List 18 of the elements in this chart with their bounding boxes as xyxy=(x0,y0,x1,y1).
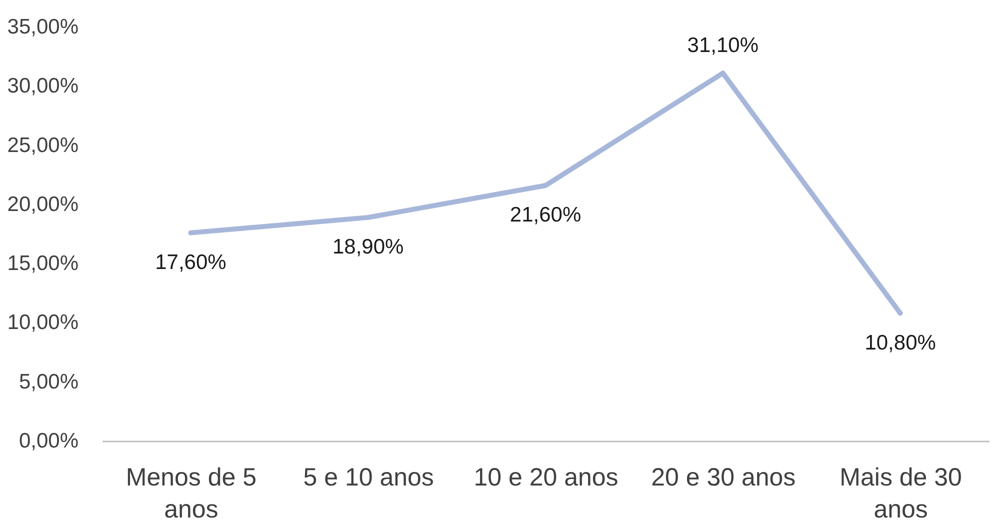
x-tick-label: Menos de 5 anos xyxy=(126,464,257,524)
y-tick-label: 35,00% xyxy=(7,16,78,38)
x-tick-label: 20 e 30 anos xyxy=(651,464,796,492)
y-tick-label: 15,00% xyxy=(7,252,78,276)
y-tick-label: 25,00% xyxy=(7,134,78,157)
data-label: 21,60% xyxy=(510,204,582,227)
y-tick-label: 0,00% xyxy=(18,430,78,452)
y-tick-label: 5,00% xyxy=(18,370,78,394)
data-label: 18,90% xyxy=(332,235,404,258)
data-label: 31,10% xyxy=(687,34,759,58)
data-label: 10,80% xyxy=(864,331,936,354)
y-tick-label: 10,00% xyxy=(7,311,78,334)
x-tick-label: Mais de 30 anos xyxy=(840,464,962,524)
x-tick-label: 5 e 10 anos xyxy=(303,464,434,492)
data-label: 17,60% xyxy=(155,250,226,274)
x-tick-label: 10 e 20 anos xyxy=(474,464,618,492)
y-tick-label: 20,00% xyxy=(7,192,78,216)
y-tick-label: 30,00% xyxy=(7,74,78,98)
